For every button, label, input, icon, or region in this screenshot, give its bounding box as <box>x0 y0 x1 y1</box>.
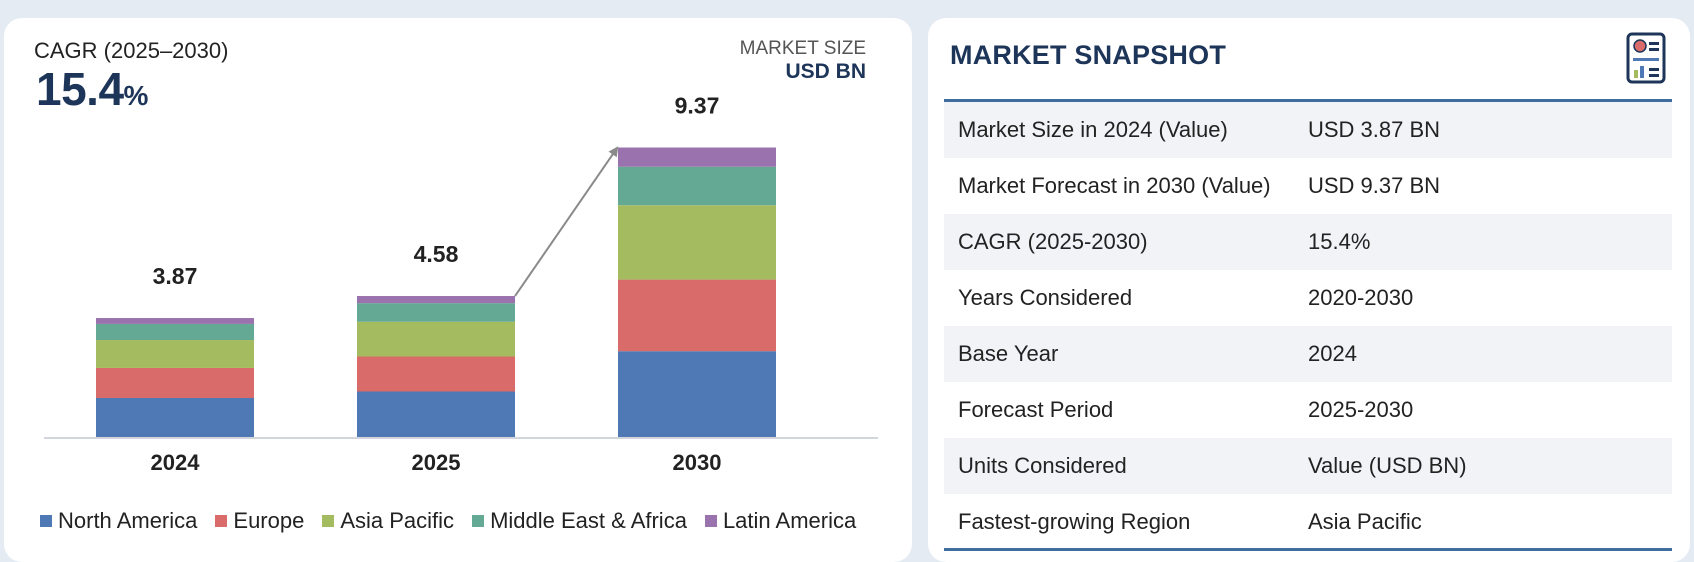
legend-item-asia-pacific: Asia Pacific <box>322 508 454 534</box>
bar-segment-2024-asia-pacific <box>96 340 254 368</box>
snapshot-row-key: Units Considered <box>958 453 1127 478</box>
bar-segment-2024-europe <box>96 367 254 399</box>
snapshot-row-key: Fastest-growing Region <box>958 509 1191 534</box>
legend-swatch-latin-america <box>704 515 717 527</box>
bar-segment-2025-asia-pacific <box>357 321 515 357</box>
snapshot-row: Market Size in 2024 (Value) USD 3.87 BN <box>944 102 1672 158</box>
snapshot-top-rule <box>944 99 1672 102</box>
snapshot-row-key: Base Year <box>958 341 1059 366</box>
legend-item-middle-east-africa: Middle East & Africa <box>472 508 687 534</box>
snapshot-row-value: 15.4% <box>1308 229 1371 254</box>
x-tick-label-2030: 2030 <box>673 450 722 475</box>
market-snapshot-card: MARKET SNAPSHOT Market Size in 2024 (Val… <box>928 18 1690 562</box>
total-label-2025: 4.58 <box>414 241 459 267</box>
cagr-number: 15.4 <box>36 63 124 115</box>
snapshot-row: Units Considered Value (USD BN) <box>944 438 1672 494</box>
legend-item-north-america: North America <box>40 508 197 534</box>
snapshot-row: Market Forecast in 2030 (Value) USD 9.37 … <box>944 158 1672 214</box>
snapshot-row-value: 2024 <box>1308 341 1357 366</box>
snapshot-row-key: Years Considered <box>958 285 1133 310</box>
total-label-2024: 3.87 <box>153 263 198 289</box>
snapshot-row-value: Asia Pacific <box>1308 509 1422 534</box>
legend-label-north-america: North America <box>58 508 198 533</box>
cagr-label: CAGR (2025–2030) <box>34 38 229 63</box>
legend-swatch-middle-east-africa <box>472 515 485 527</box>
snapshot-row-value: 2025-2030 <box>1308 397 1414 422</box>
legend-swatch-europe <box>215 515 228 527</box>
legend-item-latin-america: Latin America <box>704 508 857 534</box>
snapshot-row: Fastest-growing Region Asia Pacific <box>944 494 1672 550</box>
x-tick-label-2025: 2025 <box>412 450 461 475</box>
report-icon <box>1626 32 1666 89</box>
snapshot-bottom-rule <box>944 548 1672 551</box>
bar-segment-2030-europe <box>618 279 776 352</box>
bar-segment-2024-latin-america <box>96 318 254 324</box>
legend-label-latin-america: Latin America <box>722 508 857 533</box>
market-size-label: MARKET SIZE <box>739 38 866 59</box>
bar-segment-2025-europe <box>357 356 515 392</box>
market-size-unit: USD BN <box>785 60 866 83</box>
snapshot-row-value: 2020-2030 <box>1308 285 1414 310</box>
cagr-percent-sign: % <box>123 80 149 111</box>
stacked-bar-chart: 3.87 2024 4.58 2025 9.37 2030 <box>44 93 878 475</box>
legend-label-asia-pacific: Asia Pacific <box>340 508 455 533</box>
snapshot-row: Base Year 2024 <box>944 326 1672 382</box>
bar-segment-2025-north-america <box>357 391 515 438</box>
legend-label-middle-east-africa: Middle East & Africa <box>490 508 687 533</box>
bar-segment-2030-asia-pacific <box>618 205 776 280</box>
snapshot-row: Forecast Period 2025-2030 <box>944 382 1672 438</box>
bar-segment-2030-latin-america <box>618 147 776 167</box>
cagr-value: 15.4% <box>36 62 148 116</box>
chart-legend: North America Europe Asia Pacific Middle Ea… <box>40 508 856 534</box>
legend-label-europe: Europe <box>233 508 305 533</box>
bar-segment-2030-middle-east-africa <box>618 166 776 206</box>
market-size-chart-card: CAGR (2025–2030) 15.4% MARKET SIZE USD B… <box>4 18 912 562</box>
snapshot-row-key: Market Size in 2024 (Value) <box>958 117 1228 142</box>
bar-segment-2024-middle-east-africa <box>96 323 254 341</box>
legend-swatch-asia-pacific <box>322 515 335 527</box>
snapshot-row-key: Forecast Period <box>958 397 1114 422</box>
snapshot-row: Years Considered 2020-2030 <box>944 270 1672 326</box>
legend-item-europe: Europe <box>215 508 304 534</box>
legend-swatch-north-america <box>40 515 52 527</box>
bar-segment-2030-north-america <box>618 351 776 438</box>
snapshot-row-key: Market Forecast in 2030 (Value) <box>958 173 1271 198</box>
snapshot-row-value: Value (USD BN) <box>1308 453 1467 478</box>
snapshot-row-value: USD 9.37 BN <box>1308 173 1441 198</box>
snapshot-row-value: USD 3.87 BN <box>1308 117 1441 142</box>
snapshot-table: Market Size in 2024 (Value) USD 3.87 BN Ma… <box>944 102 1672 550</box>
snapshot-row-key: CAGR (2025-2030) <box>958 229 1148 254</box>
growth-arrow <box>514 146 619 297</box>
total-label-2030: 9.37 <box>675 93 720 119</box>
snapshot-title: MARKET SNAPSHOT <box>950 40 1227 70</box>
bar-segment-2024-north-america <box>96 398 254 438</box>
x-tick-label-2024: 2024 <box>151 450 201 475</box>
snapshot-row: CAGR (2025-2030) 15.4% <box>944 214 1672 270</box>
bar-segment-2025-middle-east-africa <box>357 303 515 322</box>
bar-segment-2025-latin-america <box>357 296 515 304</box>
